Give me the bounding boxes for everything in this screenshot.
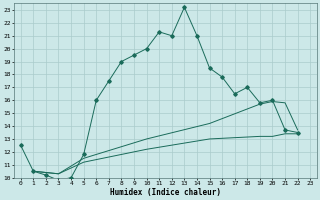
X-axis label: Humidex (Indice chaleur): Humidex (Indice chaleur): [110, 188, 221, 197]
